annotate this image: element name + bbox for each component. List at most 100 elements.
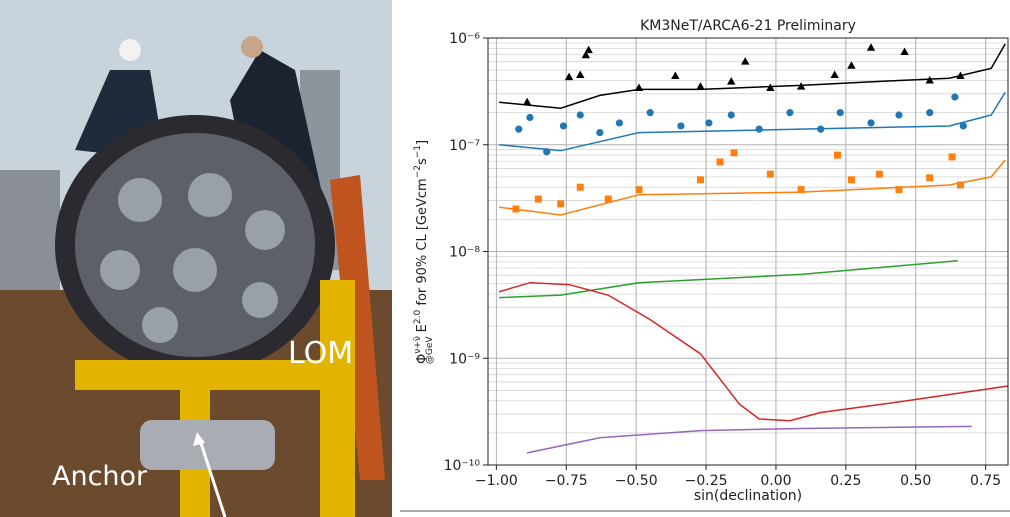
marker — [796, 82, 806, 90]
photo: LOM Anchor — [0, 0, 392, 517]
marker — [671, 71, 680, 80]
y-label-part: ] — [415, 140, 430, 145]
photo-module — [245, 210, 285, 250]
line — [499, 91, 1006, 152]
y-tick-label: 10⁻⁷ — [449, 138, 480, 154]
marker — [534, 195, 542, 203]
marker — [512, 205, 520, 213]
photo-module — [100, 250, 140, 290]
marker — [696, 176, 704, 184]
x-tick-label: 0.75 — [970, 473, 1001, 489]
marker — [836, 109, 844, 117]
marker — [900, 47, 909, 55]
photo-module — [188, 173, 232, 217]
marker — [895, 186, 903, 194]
marker — [522, 97, 532, 106]
y-label-part: @GeV — [425, 336, 435, 365]
y-tick-label: 10⁻¹⁰ — [444, 458, 481, 474]
marker — [730, 149, 738, 157]
x-tick-label: 0.50 — [900, 473, 931, 489]
marker — [596, 128, 604, 137]
y-axis-label: Φν+ν̄ @GeV E2.0 for 90% CL [GeVcm−2s−1] — [413, 140, 435, 364]
marker — [925, 75, 934, 84]
photo-head — [241, 36, 263, 58]
marker — [564, 72, 574, 81]
line — [498, 281, 1009, 422]
marker — [526, 113, 534, 122]
marker — [866, 43, 876, 51]
y-label-part: 2.0 — [413, 310, 423, 325]
marker — [766, 170, 774, 178]
marker — [584, 45, 593, 54]
photo-module — [142, 307, 178, 343]
y-label-part: for 90% CL [GeVcm — [415, 178, 430, 309]
marker — [926, 174, 934, 182]
y-label-part: −2 — [413, 165, 423, 178]
marker — [830, 70, 839, 79]
plot-frame — [487, 37, 1009, 466]
photo-ladder — [330, 175, 385, 480]
photo-label: LOM — [288, 336, 353, 371]
marker — [559, 122, 568, 130]
marker — [766, 83, 775, 92]
photo-anchor — [140, 420, 275, 470]
marker — [646, 109, 654, 117]
y-label-part: −1 — [413, 145, 423, 158]
marker — [543, 148, 551, 156]
marker — [716, 158, 724, 166]
marker — [515, 125, 523, 133]
y-tick-label: 10⁻⁶ — [449, 31, 480, 47]
marker — [951, 93, 959, 101]
y-label-part: Φ — [415, 354, 430, 364]
marker — [557, 200, 565, 208]
marker — [576, 183, 584, 191]
x-tick-label: −1.00 — [475, 473, 518, 489]
x-tick-label: −0.75 — [545, 473, 588, 489]
marker — [581, 50, 591, 59]
y-tick-label: 10⁻⁹ — [449, 351, 480, 367]
line — [499, 259, 958, 299]
marker — [847, 176, 855, 184]
photo-module — [118, 178, 162, 222]
photo-sphere-inner — [75, 133, 315, 357]
x-tick-label: −0.25 — [685, 473, 728, 489]
marker — [817, 125, 825, 133]
y-label-part: s — [415, 158, 430, 165]
marker — [576, 111, 584, 119]
line — [526, 425, 972, 454]
y-tick-label: 10⁻⁸ — [449, 245, 480, 261]
photo-frame — [320, 280, 355, 517]
photo-module — [242, 282, 278, 318]
x-tick-label: 0.25 — [830, 473, 861, 489]
marker — [833, 151, 841, 159]
y-label-part: E — [415, 324, 430, 336]
photo-helmet — [119, 39, 141, 61]
marker — [847, 61, 856, 69]
marker — [926, 109, 934, 117]
x-tick-label: 0.00 — [760, 473, 791, 489]
marker — [797, 186, 805, 194]
y-label-part: ν+ν̄ — [413, 336, 423, 354]
x-axis-label: sin(declination) — [694, 488, 802, 504]
marker — [786, 109, 794, 117]
photo-label: Anchor — [52, 461, 148, 492]
photo-module — [173, 248, 217, 292]
photo-frame — [75, 360, 355, 390]
chart-title: KM3NeT/ARCA6-21 Preliminary — [640, 18, 856, 34]
marker — [895, 111, 903, 119]
marker — [705, 119, 713, 127]
marker — [875, 170, 883, 178]
photo-arrowhead — [193, 432, 205, 446]
line — [499, 43, 1006, 109]
photo-arrow — [198, 439, 227, 517]
marker — [634, 83, 644, 92]
marker — [727, 77, 736, 85]
marker — [677, 122, 685, 130]
marker — [615, 119, 623, 127]
marker — [741, 57, 750, 65]
photo-modules — [100, 173, 285, 343]
marker — [956, 181, 964, 189]
marker — [727, 111, 735, 119]
